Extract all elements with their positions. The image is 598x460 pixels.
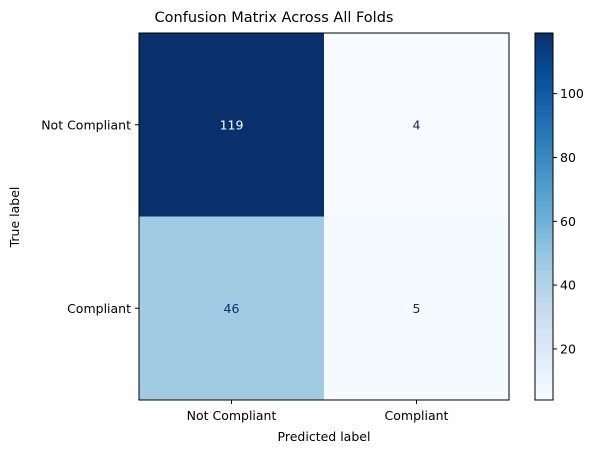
colorbar-tick-label: 20 (560, 341, 576, 356)
y-tick-label: Compliant (67, 301, 131, 316)
plot-frame (138, 32, 510, 401)
cell-value-label: 119 (220, 117, 244, 132)
cell-value-label: 5 (413, 301, 421, 316)
matrix-cells: 119 4 46 5 (139, 33, 510, 401)
y-axis-label: True label (7, 187, 22, 249)
chart-title: Confusion Matrix Across All Folds (155, 10, 394, 26)
x-axis-label: Predicted label (278, 429, 371, 444)
colorbar-tick-label: 40 (560, 278, 576, 293)
x-axis-ticks: Not Compliant Compliant (187, 400, 449, 423)
y-axis-ticks: Not Compliant Compliant (41, 117, 139, 316)
matrix-cell (139, 33, 325, 217)
colorbar: 20 40 60 80 100 (534, 32, 584, 401)
x-tick-label: Not Compliant (187, 408, 277, 423)
matrix-cell (139, 216, 325, 401)
matrix-cell (324, 33, 510, 217)
colorbar-tick-label: 80 (560, 150, 576, 165)
cell-value-label: 4 (413, 117, 421, 132)
colorbar-frame (534, 32, 554, 401)
x-tick-label: Compliant (385, 408, 449, 423)
matrix-cell (324, 216, 510, 401)
colorbar-gradient (535, 33, 553, 400)
colorbar-tick-label: 60 (560, 214, 576, 229)
cell-value-label: 46 (224, 301, 240, 316)
colorbar-tick-label: 100 (560, 86, 584, 101)
y-tick-label: Not Compliant (41, 117, 131, 132)
